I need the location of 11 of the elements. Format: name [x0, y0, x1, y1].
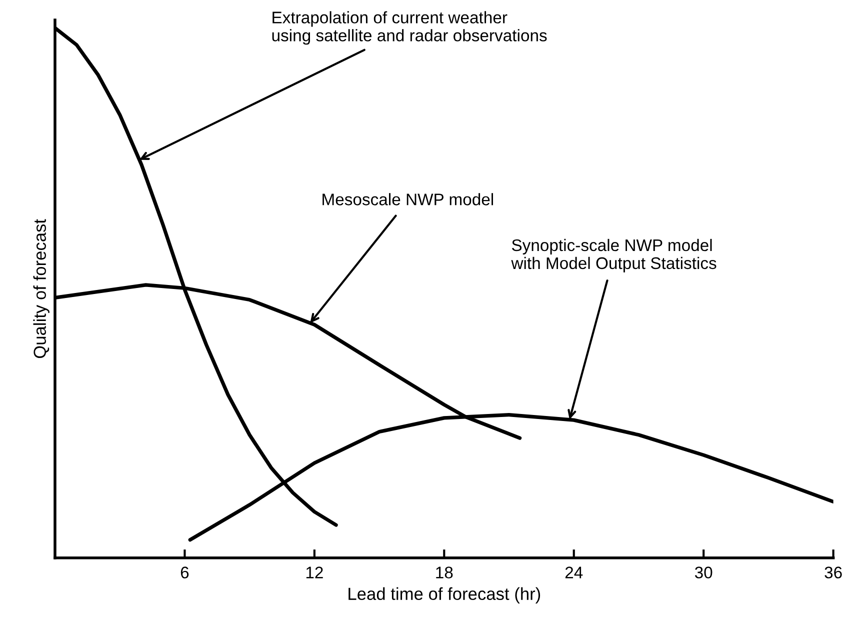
- x-tick-label: 24: [565, 566, 583, 578]
- x-tick-label: 30: [694, 566, 712, 578]
- x-tick-label: 6: [180, 566, 189, 578]
- x-axis-title: Lead time of forecast (hr): [348, 587, 540, 604]
- annotation: Extrapolation of current weather using satellite and radar observations: [272, 11, 547, 45]
- x-tick-label: 12: [306, 566, 323, 578]
- y-axis-title: Quality of forecast: [33, 219, 50, 358]
- annotation: Mesoscale NWP model: [322, 193, 494, 206]
- x-tick-label: 18: [436, 566, 453, 578]
- x-tick-label: 36: [824, 566, 842, 578]
- annotation: Synoptic-scale NWP model with Model Output Statistics: [511, 238, 716, 272]
